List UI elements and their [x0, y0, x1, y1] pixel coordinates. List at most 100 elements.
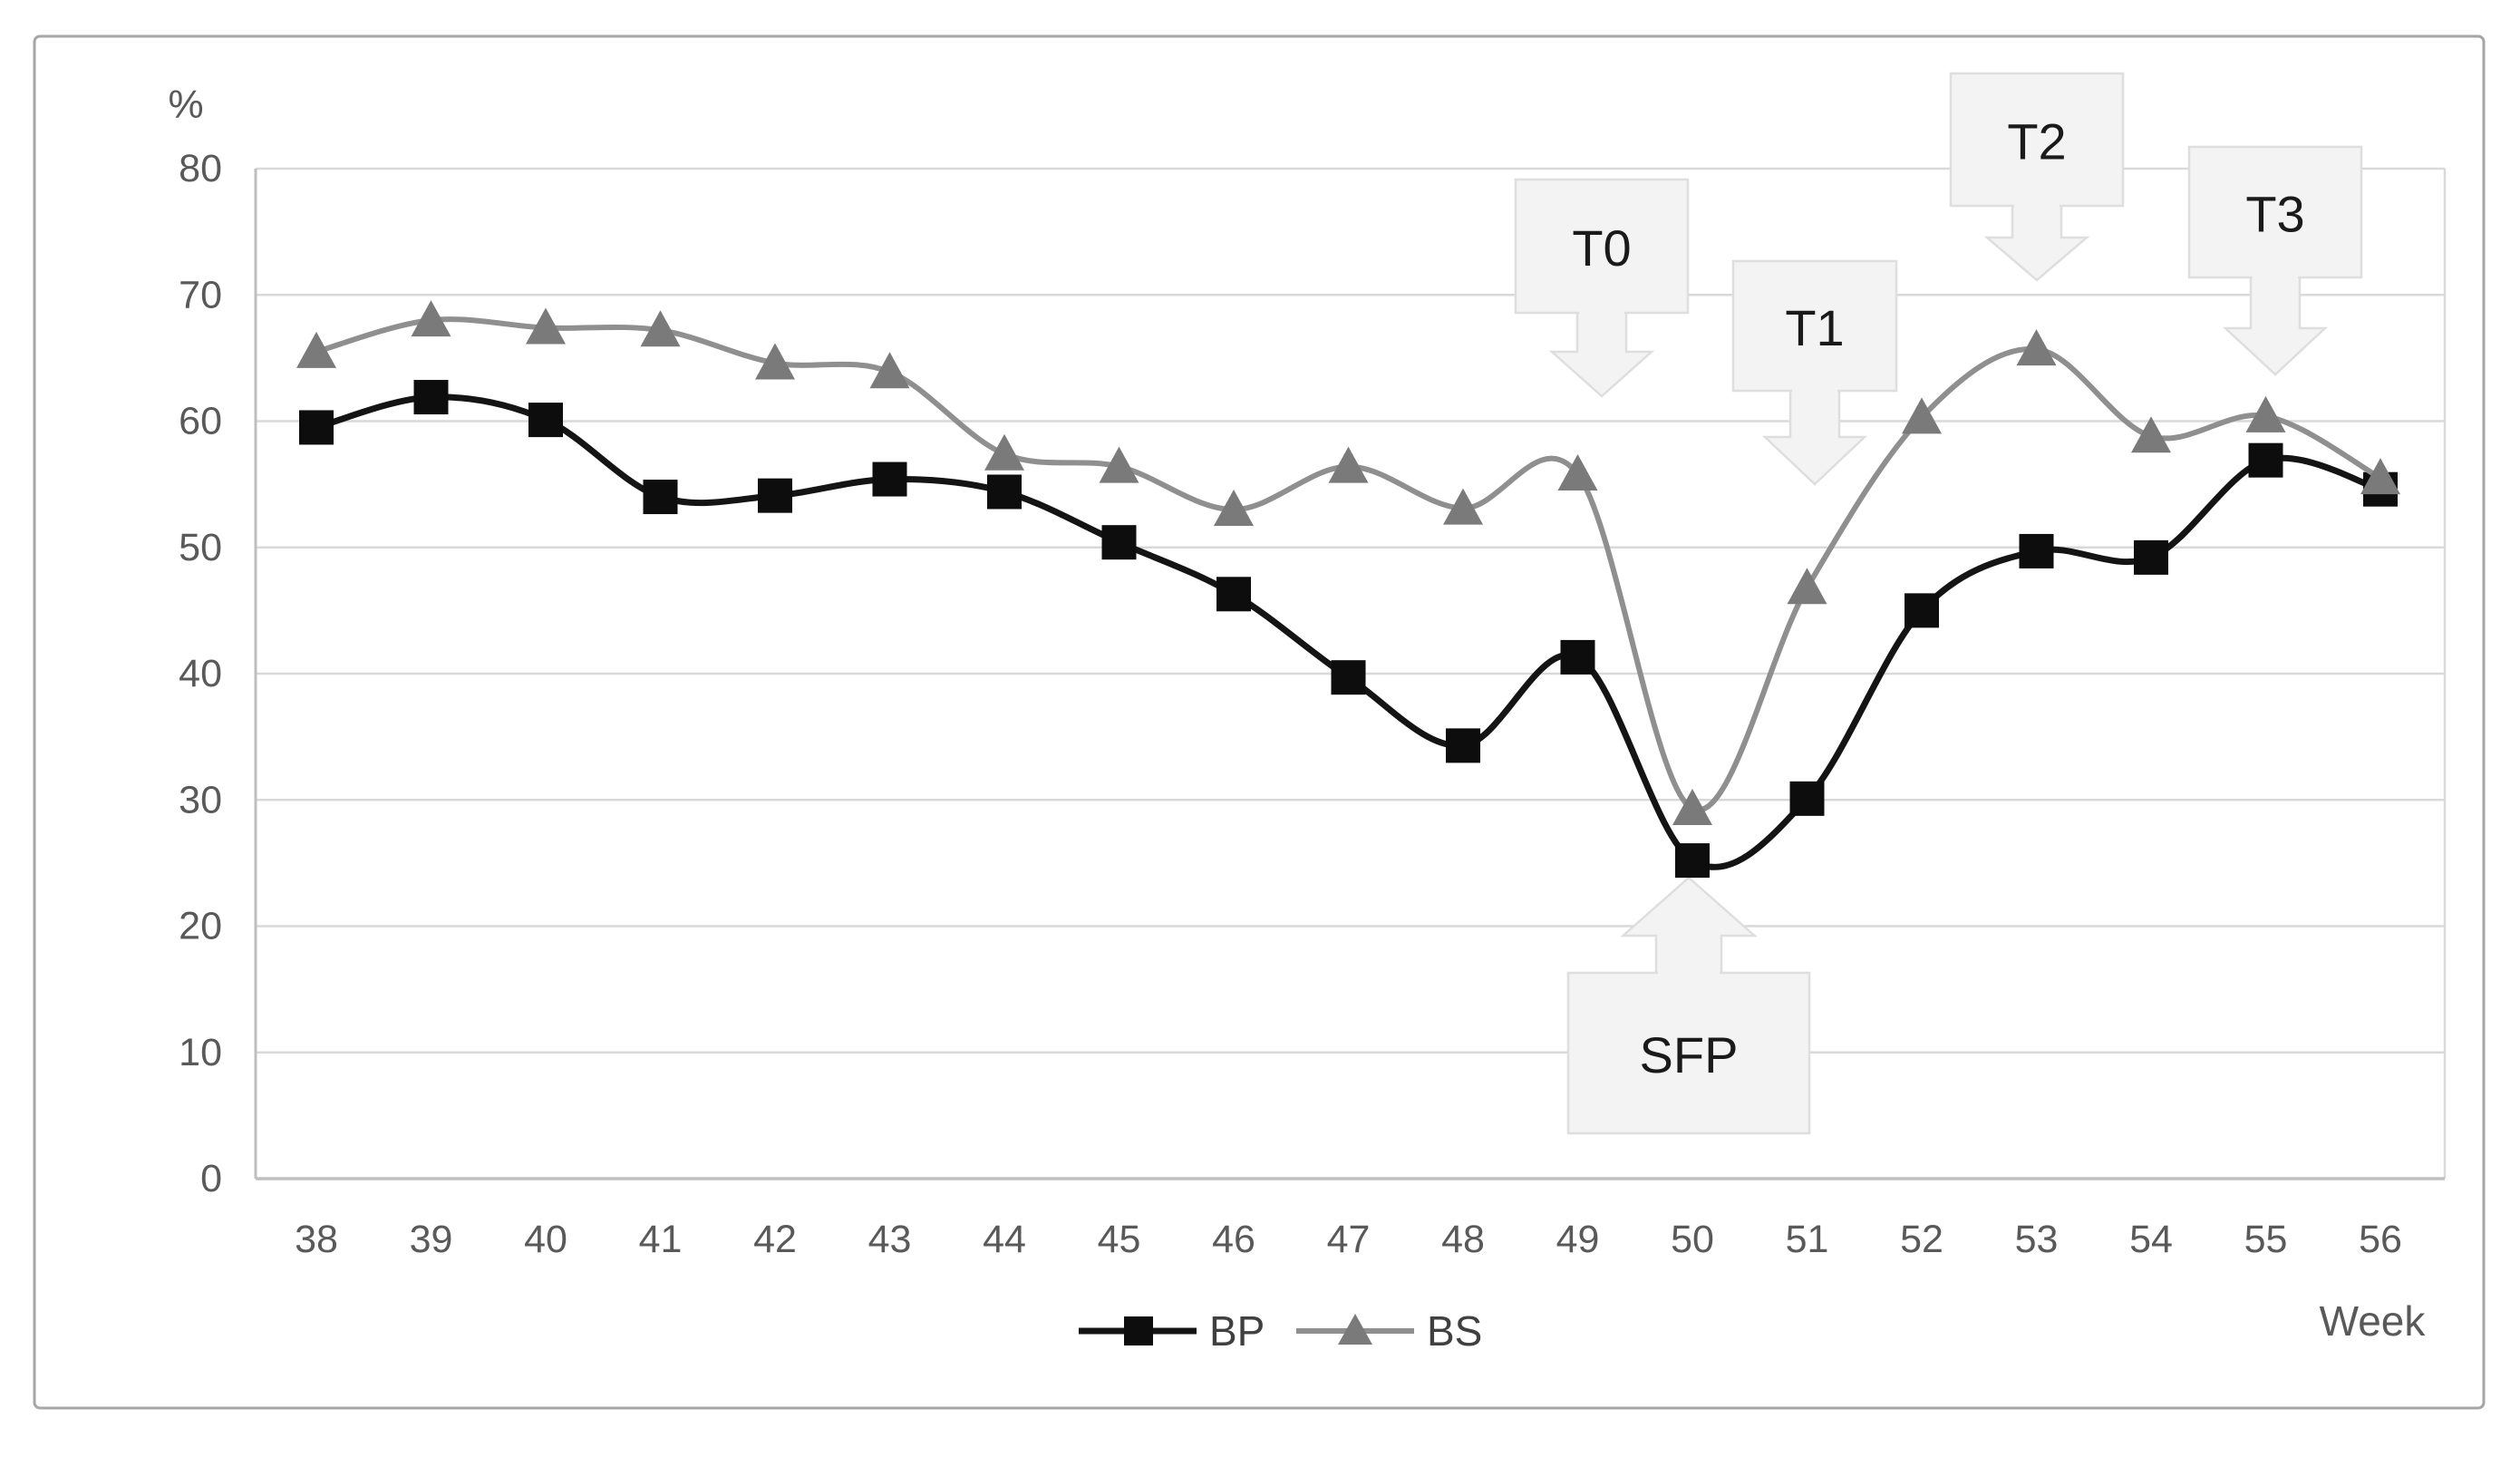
gridlines [254, 167, 2447, 1180]
arrow-down-icon [2222, 274, 2329, 376]
marker-BS-week-42 [755, 343, 795, 380]
marker-BS-week-38 [296, 331, 336, 368]
marker-BS-week-47 [1328, 446, 1369, 483]
marker-BS-week-53 [2016, 329, 2057, 366]
marker-BS-week-43 [869, 352, 910, 389]
marker-BP-week-51 [1789, 781, 1825, 816]
marker-BP-week-42 [758, 478, 792, 513]
y-tick-20: 20 [179, 905, 222, 948]
marker-BS-week-48 [1443, 488, 1483, 525]
x-tick-46: 46 [1212, 1218, 1255, 1261]
marker-BS-week-40 [526, 307, 566, 345]
marker-BP-week-45 [1101, 525, 1137, 560]
marker-BP-week-50 [1675, 843, 1710, 879]
annotation-T2: T2 [1949, 72, 2125, 282]
x-tick-43: 43 [868, 1218, 912, 1261]
annotation-SFP: SFP [1566, 876, 1811, 1135]
x-tick-40: 40 [524, 1218, 567, 1261]
series-BP [299, 380, 2398, 879]
marker-BS-week-50 [1672, 788, 1712, 825]
y-axis-unit-label: % [168, 83, 203, 127]
marker-BP-week-46 [1216, 577, 1251, 612]
arrow-down-icon [1761, 387, 1868, 486]
annotation-box-T2 [1949, 72, 2125, 208]
marker-BP-week-44 [987, 474, 1022, 510]
annotation-label-T0: T0 [1572, 219, 1631, 277]
annotation-joint-T1 [1792, 387, 1837, 394]
x-tick-41: 41 [639, 1218, 683, 1261]
marker-BS-week-54 [2131, 416, 2171, 453]
y-tick-0: 0 [200, 1157, 222, 1200]
marker-BP-week-52 [1905, 593, 1939, 628]
arrow-up-icon [1620, 876, 1758, 976]
annotation-box-SFP [1566, 971, 1811, 1135]
legend-square-icon [1124, 1316, 1153, 1345]
x-tick-55: 55 [2244, 1218, 2288, 1261]
arrow-down-icon [1983, 202, 2090, 282]
legend: BP BS [1079, 1307, 1482, 1355]
marker-BS-week-56 [2360, 458, 2400, 495]
y-tick-40: 40 [179, 652, 222, 695]
axis-labels: 0 10 20 30 40 50 60 70 80% 38 39 40 41 42 43 44 45 46 47 48… [168, 83, 2426, 1345]
marker-BS-week-45 [1099, 446, 1139, 483]
marker-BP-week-38 [299, 410, 334, 445]
marker-BS-week-41 [640, 310, 681, 347]
marker-BS-week-55 [2245, 395, 2286, 432]
legend-label-BP: BP [1209, 1307, 1265, 1355]
x-tick-49: 49 [1556, 1218, 1600, 1261]
y-tick-60: 60 [179, 400, 222, 443]
x-tick-39: 39 [410, 1218, 453, 1261]
marker-BS-week-39 [411, 300, 451, 337]
series-line-BS [314, 316, 2383, 813]
y-tick-10: 10 [179, 1031, 222, 1074]
y-tick-70: 70 [179, 273, 222, 316]
annotations: T0 T1 T2 T3 SFP [1514, 72, 2363, 1135]
annotation-T0: T0 [1514, 178, 1690, 398]
x-tick-56: 56 [2359, 1218, 2402, 1261]
marker-BP-week-39 [413, 380, 449, 415]
x-tick-51: 51 [1786, 1218, 1829, 1261]
y-tick-30: 30 [179, 778, 222, 821]
annotation-T3: T3 [2187, 145, 2363, 376]
marker-BS-week-49 [1557, 453, 1598, 491]
marker-BP-week-47 [1331, 660, 1366, 695]
marker-BS-week-51 [1787, 568, 1827, 605]
annotation-joint-SFP [1658, 969, 1720, 976]
x-tick-44: 44 [983, 1218, 1026, 1261]
series-BS [296, 300, 2400, 825]
marker-BP-week-48 [1446, 728, 1480, 763]
annotation-joint-T3 [2253, 274, 2298, 281]
figure-frame [33, 34, 2486, 1410]
marker-BP-week-41 [643, 480, 678, 515]
y-tick-50: 50 [179, 526, 222, 569]
legend-label-BS: BS [1427, 1307, 1482, 1355]
y-tick-80: 80 [179, 147, 222, 190]
marker-BP-week-40 [528, 403, 563, 438]
marker-BS-week-46 [1214, 489, 1254, 526]
x-tick-54: 54 [2129, 1218, 2173, 1261]
annotation-joint-T0 [1579, 309, 1624, 316]
x-tick-48: 48 [1441, 1218, 1485, 1261]
x-tick-50: 50 [1671, 1218, 1714, 1261]
marker-BP-week-55 [2248, 442, 2283, 478]
annotation-T1: T1 [1731, 259, 1898, 486]
marker-BP-week-53 [2019, 533, 2054, 568]
marker-BP-week-54 [2134, 539, 2168, 575]
marker-BP-week-49 [1560, 639, 1595, 675]
annotation-label-SFP: SFP [1640, 1026, 1739, 1083]
marker-BP-week-43 [872, 461, 907, 497]
arrow-down-icon [1548, 309, 1655, 398]
annotation-label-T3: T3 [2245, 186, 2304, 243]
annotation-joint-T2 [2014, 202, 2060, 209]
x-tick-45: 45 [1098, 1218, 1141, 1261]
x-tick-38: 38 [295, 1218, 338, 1261]
x-tick-52: 52 [1900, 1218, 1943, 1261]
x-axis-title: Week [2320, 1297, 2427, 1345]
x-tick-47: 47 [1327, 1218, 1371, 1261]
marker-BS-week-52 [1902, 397, 1942, 434]
annotation-label-T1: T1 [1785, 299, 1844, 356]
x-tick-42: 42 [753, 1218, 797, 1261]
marker-BS-week-44 [984, 433, 1024, 471]
